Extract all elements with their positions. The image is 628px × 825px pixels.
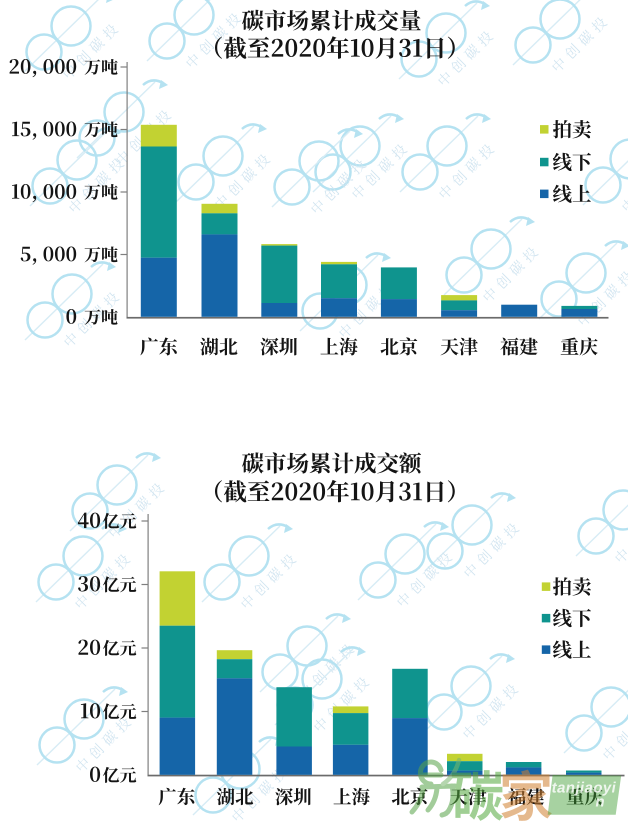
svg-text:tanjiaoyi: tanjiaoyi (550, 780, 617, 797)
svg-text:n: n (594, 794, 606, 811)
